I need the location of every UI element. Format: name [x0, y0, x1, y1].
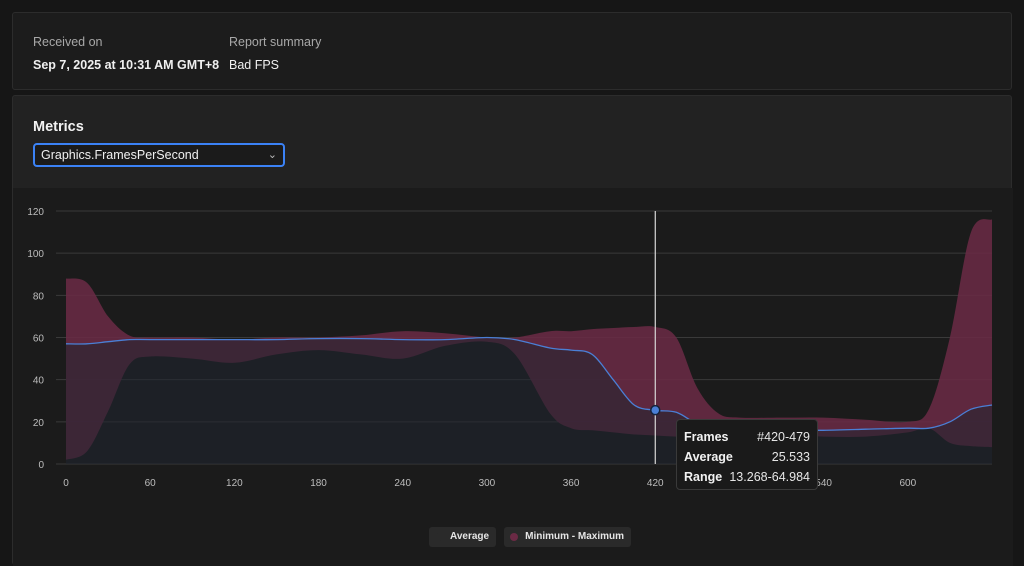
summary-field: Report summary Bad FPS [229, 35, 321, 72]
tooltip-range-label: Range [684, 470, 723, 484]
chevron-down-icon: ⌄ [267, 149, 277, 161]
received-field: Received on Sep 7, 2025 at 10:31 AM GMT+… [33, 35, 219, 72]
legend-item-average[interactable]: Average [429, 527, 497, 547]
metric-select[interactable]: Graphics.FramesPerSecond ⌄ [33, 143, 285, 167]
legend-range-label: Minimum - Maximum [525, 531, 625, 542]
legend-range-swatch [510, 533, 519, 541]
legend-average-label: Average [450, 531, 490, 542]
metric-select-value: Graphics.FramesPerSecond [41, 148, 199, 162]
tooltip-average-label: Average [684, 450, 733, 464]
tooltip-range-row: Range 13.268-64.984 [684, 467, 810, 487]
tooltip-average-value: 25.533 [771, 450, 810, 464]
tooltip-frames-value: #420-479 [757, 430, 810, 444]
chart-tooltip: Frames #420-479 Average 25.533 Range 13.… [676, 419, 818, 490]
legend-average-swatch [435, 533, 443, 541]
summary-label: Report summary [229, 35, 322, 49]
received-value: Sep 7, 2025 at 10:31 AM GMT+8 [33, 58, 220, 72]
summary-value: Bad FPS [229, 58, 280, 72]
metrics-card: Metrics Graphics.FramesPerSecond ⌄ [12, 95, 1013, 566]
chart-legend: Average Minimum - Maximum [429, 527, 632, 547]
received-label: Received on [33, 35, 103, 49]
tooltip-frames-label: Frames [684, 430, 729, 444]
legend-item-range[interactable]: Minimum - Maximum [504, 527, 632, 547]
tooltip-range-value: 13.268-64.984 [729, 470, 810, 484]
metrics-title: Metrics [33, 119, 84, 135]
tooltip-average-row: Average 25.533 [684, 447, 810, 467]
report-info-card: Received on Sep 7, 2025 at 10:31 AM GMT+… [12, 12, 1012, 90]
tooltip-frames-row: Frames #420-479 [684, 427, 810, 447]
chart-area [13, 188, 1013, 566]
